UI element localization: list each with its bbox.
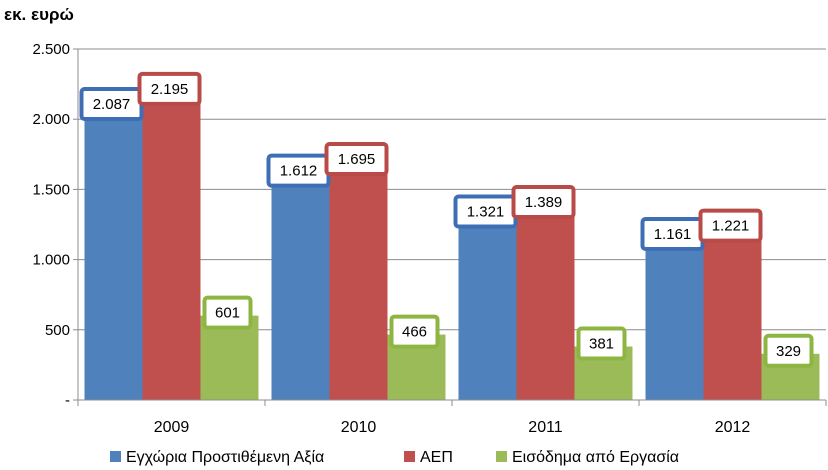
y-tick-label: 2.000 <box>32 111 70 128</box>
y-axis: - 500 1.000 1.500 2.000 2.500 <box>32 41 79 409</box>
y-tick-label: - <box>65 392 70 409</box>
data-label-box <box>389 314 440 349</box>
data-label: 601 <box>215 305 240 322</box>
data-label: 1.612 <box>280 163 318 180</box>
bar <box>142 91 201 401</box>
legend-swatch <box>404 451 415 462</box>
unit-label: εκ. ευρώ <box>4 5 74 24</box>
legend-swatch <box>110 451 121 462</box>
data-labels: 2.087 2.195 601 1.612 1.695 466 1.321 1.389 381 1… <box>79 71 814 368</box>
bar <box>458 214 517 400</box>
x-tick-label: 2011 <box>528 419 563 436</box>
data-label: 1.695 <box>338 151 376 168</box>
legend-label: ΑΕΠ <box>420 449 453 466</box>
data-label-box <box>698 208 763 243</box>
x-axis: 2009 2010 2011 2012 <box>77 399 827 436</box>
data-label: 1.161 <box>654 226 692 243</box>
data-label: 381 <box>589 336 614 353</box>
bar <box>516 204 575 400</box>
data-label: 1.389 <box>525 194 563 211</box>
data-label-box <box>763 333 814 368</box>
data-label-box <box>511 184 576 219</box>
data-label-box <box>324 142 389 177</box>
y-tick-label: 2.500 <box>32 41 70 58</box>
legend-label: Εισόδημα από Εργασία <box>512 449 679 466</box>
bars <box>84 91 820 401</box>
x-tick-label: 2010 <box>341 419 377 436</box>
y-tick-label: 1.000 <box>32 252 70 269</box>
data-label-box <box>202 295 253 330</box>
data-label: 466 <box>402 324 427 341</box>
bar <box>329 162 388 400</box>
bar <box>271 173 330 400</box>
data-label-box <box>576 326 627 361</box>
data-label: 1.221 <box>712 218 750 235</box>
y-tick-label: 500 <box>45 322 70 339</box>
data-label: 1.321 <box>467 204 505 221</box>
data-label: 329 <box>776 343 801 360</box>
data-label-box <box>137 71 202 106</box>
legend: Εγχώρια Προστιθέμενη Αξία ΑΕΠ Εισόδημα από… <box>110 449 679 466</box>
x-tick-label: 2009 <box>154 419 190 436</box>
bar <box>200 315 259 400</box>
data-label: 2.087 <box>93 96 131 113</box>
y-tick-label: 1.500 <box>32 181 70 198</box>
bar <box>84 106 143 400</box>
bar <box>645 236 704 400</box>
x-tick-label: 2012 <box>715 419 751 436</box>
legend-label: Εγχώρια Προστιθέμενη Αξία <box>126 449 324 466</box>
data-label: 2.195 <box>151 81 189 98</box>
bar <box>703 228 762 400</box>
legend-swatch <box>496 451 507 462</box>
